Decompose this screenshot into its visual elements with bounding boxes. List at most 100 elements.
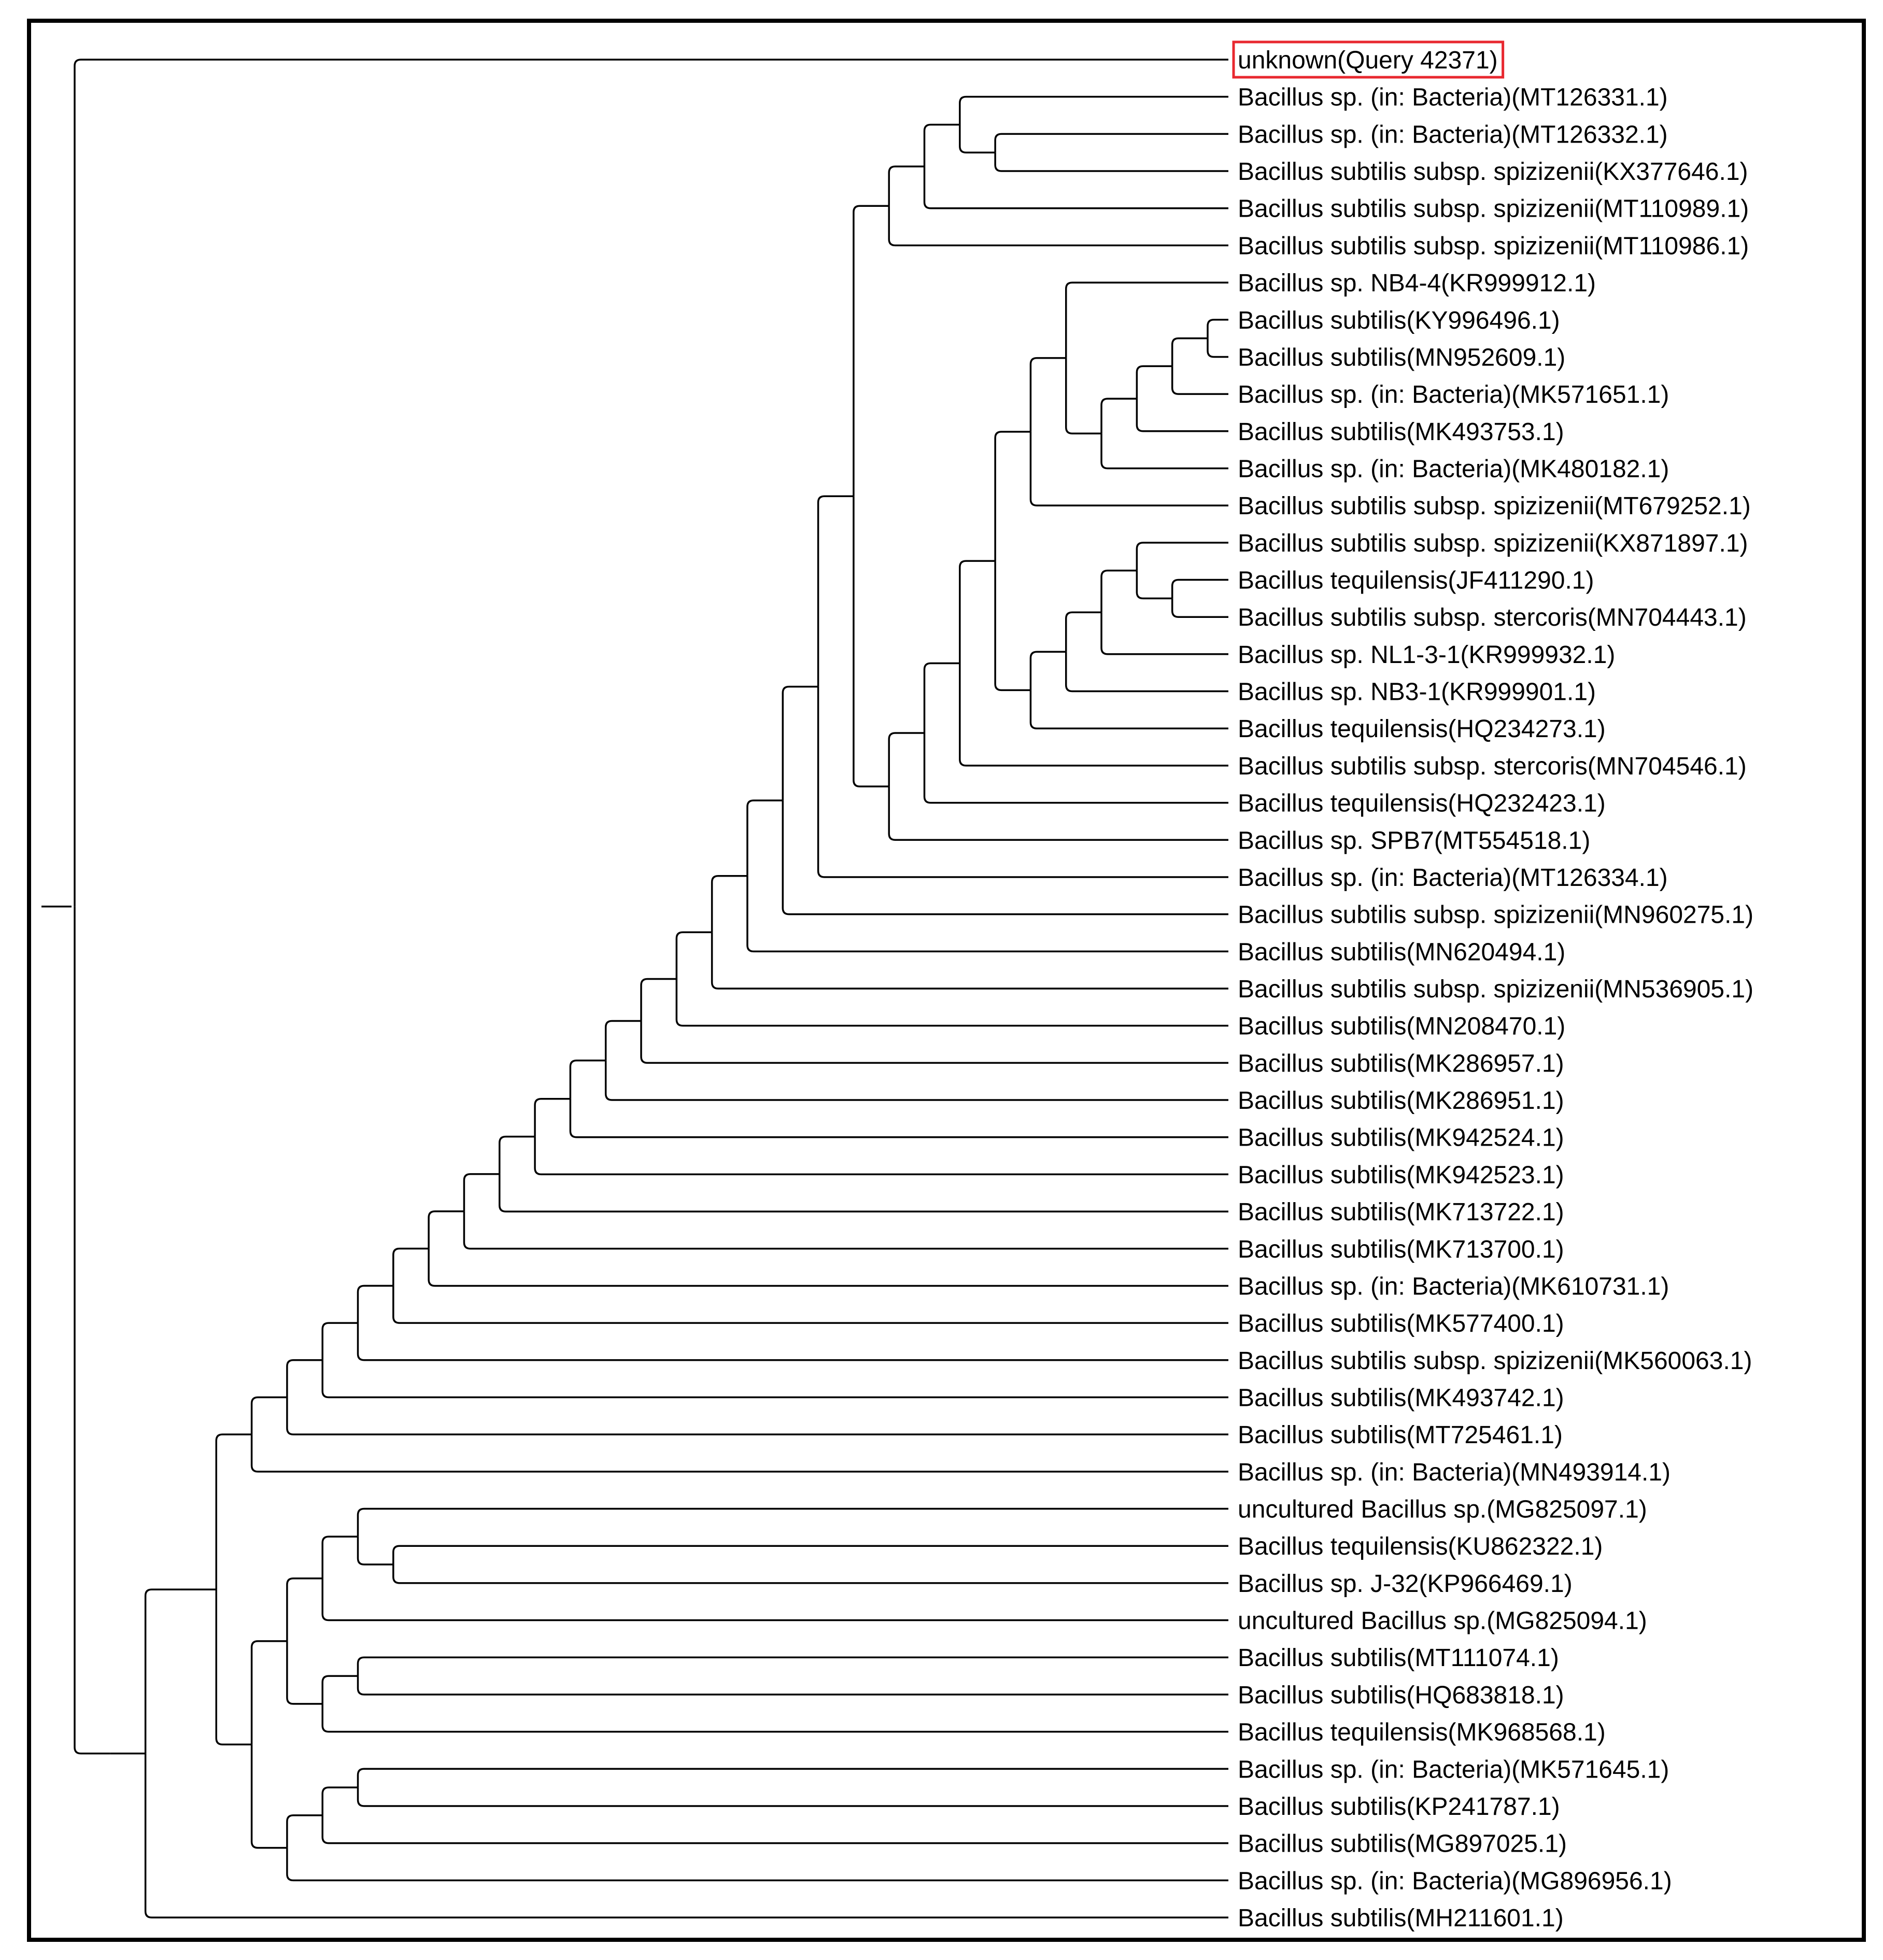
branch-50-0 <box>321 1786 358 1815</box>
branch-40-0 <box>1136 542 1228 571</box>
branch-9-0 <box>392 1247 429 1286</box>
branch-13-1 <box>534 1136 1228 1176</box>
branch-30-1 <box>994 561 1031 692</box>
branch-5-1 <box>250 1434 1228 1473</box>
branch-38-1 <box>1065 652 1228 693</box>
leaf-label: Bacillus sp. NB3-1(KR999901.1) <box>1238 679 1596 706</box>
branch-47-1 <box>321 1703 1228 1733</box>
branch-20-0 <box>782 685 818 801</box>
phylogenetic-tree: unknown(Query 42371) Bacillus sp. (in: Ba… <box>41 40 1753 1932</box>
branch-4-0 <box>215 1433 252 1590</box>
branch-24-0 <box>923 123 960 167</box>
branch-42-1 <box>250 1744 287 1849</box>
leaf-label: Bacillus subtilis(MN208470.1) <box>1238 1013 1565 1040</box>
branch-9-1 <box>392 1286 1228 1324</box>
branch-36-0 <box>1207 319 1228 339</box>
leaf-label: Bacillus subtilis(MT111074.1) <box>1238 1644 1559 1672</box>
branch-17-1 <box>675 979 1228 1027</box>
leaf-label: Bacillus tequilensis(HQ234273.1) <box>1238 715 1606 743</box>
branch-2-0 <box>144 1588 181 1754</box>
branch-31-0 <box>1029 357 1066 432</box>
branch-17-0 <box>675 931 712 979</box>
leaf-label: Bacillus subtilis subsp. stercoris(MN704… <box>1238 604 1747 631</box>
branch-30-0 <box>994 431 1031 561</box>
branch-46-0 <box>392 1545 1228 1565</box>
branch-13-0 <box>534 1097 571 1137</box>
branch-23-1 <box>888 206 1228 247</box>
leaf-label: Bacillus subtilis(KY996496.1) <box>1238 307 1560 334</box>
leaf-label: Bacillus sp. (in: Bacteria)(MG896956.1) <box>1238 1867 1672 1895</box>
leaf-label: uncultured Bacillus sp.(MG825094.1) <box>1238 1608 1647 1635</box>
leaf-label: Bacillus subtilis subsp. stercoris(MN704… <box>1238 753 1747 780</box>
branch-8-1 <box>357 1323 1228 1361</box>
leaf-label: uncultured Bacillus sp.(MG825097.1) <box>1238 1496 1647 1524</box>
branch-24-1 <box>923 166 1228 209</box>
branch-43-0 <box>286 1577 323 1641</box>
branch-0-0 <box>74 59 1228 907</box>
leaf-label: Bacillus sp. (in: Bacteria)(MK610731.1) <box>1238 1273 1669 1300</box>
branch-51-1 <box>357 1787 1228 1807</box>
branch-37-0 <box>1029 651 1066 690</box>
leaf-label: Bacillus sp. (in: Bacteria)(MK480182.1) <box>1238 455 1669 483</box>
leaf-label: Bacillus tequilensis(HQ232423.1) <box>1238 790 1606 817</box>
branch-34-0 <box>1136 365 1172 399</box>
branch-11-1 <box>463 1211 1228 1250</box>
leaf-label: Bacillus subtilis(MK493753.1) <box>1238 418 1564 446</box>
branch-36-1 <box>1207 338 1228 358</box>
branch-22-1 <box>853 496 889 787</box>
branch-38-0 <box>1065 611 1102 652</box>
leaf-label: Bacillus sp. (in: Bacteria)(MK571651.1) <box>1238 381 1669 408</box>
branch-23-0 <box>888 165 925 206</box>
leaf-label: Bacillus subtilis(MK713722.1) <box>1238 1198 1564 1226</box>
branch-49-1 <box>286 1848 1228 1882</box>
branch-19-1 <box>746 876 1228 953</box>
leaf-label: Bacillus subtilis(MH211601.1) <box>1238 1905 1564 1932</box>
branch-31-1 <box>1029 431 1228 506</box>
branch-15-1 <box>604 1060 1228 1101</box>
branch-6-0 <box>286 1359 323 1398</box>
branch-0-1 <box>74 906 110 1755</box>
leaf-label: Bacillus sp. NB4-4(KR999912.1) <box>1238 270 1596 297</box>
branch-48-1 <box>357 1676 1228 1696</box>
branch-28-1 <box>923 733 1228 804</box>
leaf-label: Bacillus subtilis(MK942523.1) <box>1238 1161 1564 1189</box>
leaf-label: Bacillus subtilis(MN952609.1) <box>1238 344 1565 371</box>
branch-5-0 <box>250 1396 287 1435</box>
branch-10-0 <box>428 1210 464 1249</box>
leaf-label: Bacillus sp. NL1-3-1(KR999932.1) <box>1238 641 1615 669</box>
branch-33-1 <box>1100 433 1228 470</box>
branch-42-0 <box>250 1640 287 1745</box>
branch-26-1 <box>994 152 1228 172</box>
leaf-label: Bacillus sp. SPB7(MT554518.1) <box>1238 827 1590 854</box>
branch-19-0 <box>746 799 783 876</box>
leaf-label: Bacillus tequilensis(KU862322.1) <box>1238 1533 1603 1560</box>
branch-14-1 <box>569 1098 1228 1138</box>
branch-26-0 <box>994 133 1228 153</box>
leaf-label: Bacillus tequilensis(JF411290.1) <box>1238 567 1594 595</box>
query-highlight-box <box>1232 40 1505 79</box>
leaf-label: Bacillus sp. (in: Bacteria)(MT126331.1) <box>1238 84 1668 111</box>
branch-29-1 <box>959 663 1228 767</box>
branch-43-1 <box>286 1641 323 1705</box>
branch-27-0 <box>888 732 925 787</box>
branches <box>41 59 1228 1919</box>
leaf-label: Bacillus subtilis subsp. spizizenii(MN53… <box>1238 976 1753 1003</box>
branch-44-0 <box>321 1535 358 1578</box>
leaf-label: Bacillus sp. (in: Bacteria)(MT126334.1) <box>1238 864 1668 892</box>
branch-21-0 <box>817 495 854 687</box>
leaf-label: Bacillus subtilis(MG897025.1) <box>1238 1830 1567 1858</box>
branch-41-0 <box>1171 579 1228 599</box>
branch-14-0 <box>569 1059 606 1099</box>
branch-25-1 <box>959 124 996 153</box>
branch-16-1 <box>640 1021 1228 1064</box>
leaf-label: Bacillus subtilis(HQ683818.1) <box>1238 1682 1564 1709</box>
leaf-label: Bacillus subtilis(MT725461.1) <box>1238 1421 1563 1449</box>
branch-6-1 <box>286 1397 1228 1435</box>
leaf-label: Bacillus subtilis(MK286957.1) <box>1238 1050 1564 1077</box>
leaf-label: Bacillus tequilensis(MK968568.1) <box>1238 1719 1606 1746</box>
branch-7-1 <box>321 1360 1228 1399</box>
leaf-label: Bacillus subtilis(MN620494.1) <box>1238 938 1565 966</box>
branch-25-0 <box>959 95 1228 125</box>
leaf-label: Bacillus subtilis(MK942524.1) <box>1238 1124 1564 1152</box>
branch-34-1 <box>1136 399 1228 432</box>
